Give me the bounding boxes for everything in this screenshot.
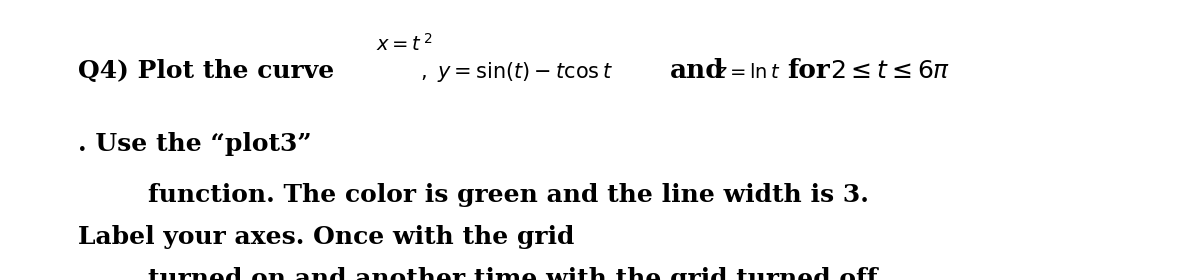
Text: turned on and another time with the grid turned off.: turned on and another time with the grid… [78,267,886,280]
Text: $x = t^{\,2}$: $x = t^{\,2}$ [376,32,432,54]
Text: for: for [787,59,830,83]
Text: function. The color is green and the line width is 3.: function. The color is green and the lin… [78,183,869,207]
Text: $2 \leq t \leq 6\pi$: $2 \leq t \leq 6\pi$ [830,59,950,83]
Text: . Use the “plot3”: . Use the “plot3” [78,132,312,156]
Text: Q4) Plot the curve: Q4) Plot the curve [78,59,335,83]
Text: and: and [670,59,725,83]
Text: $z = \ln t$: $z = \ln t$ [715,63,781,82]
Text: Label your axes. Once with the grid: Label your axes. Once with the grid [78,225,575,249]
Text: $,\ y = \sin(t) - t\cos t$: $,\ y = \sin(t) - t\cos t$ [420,60,613,84]
